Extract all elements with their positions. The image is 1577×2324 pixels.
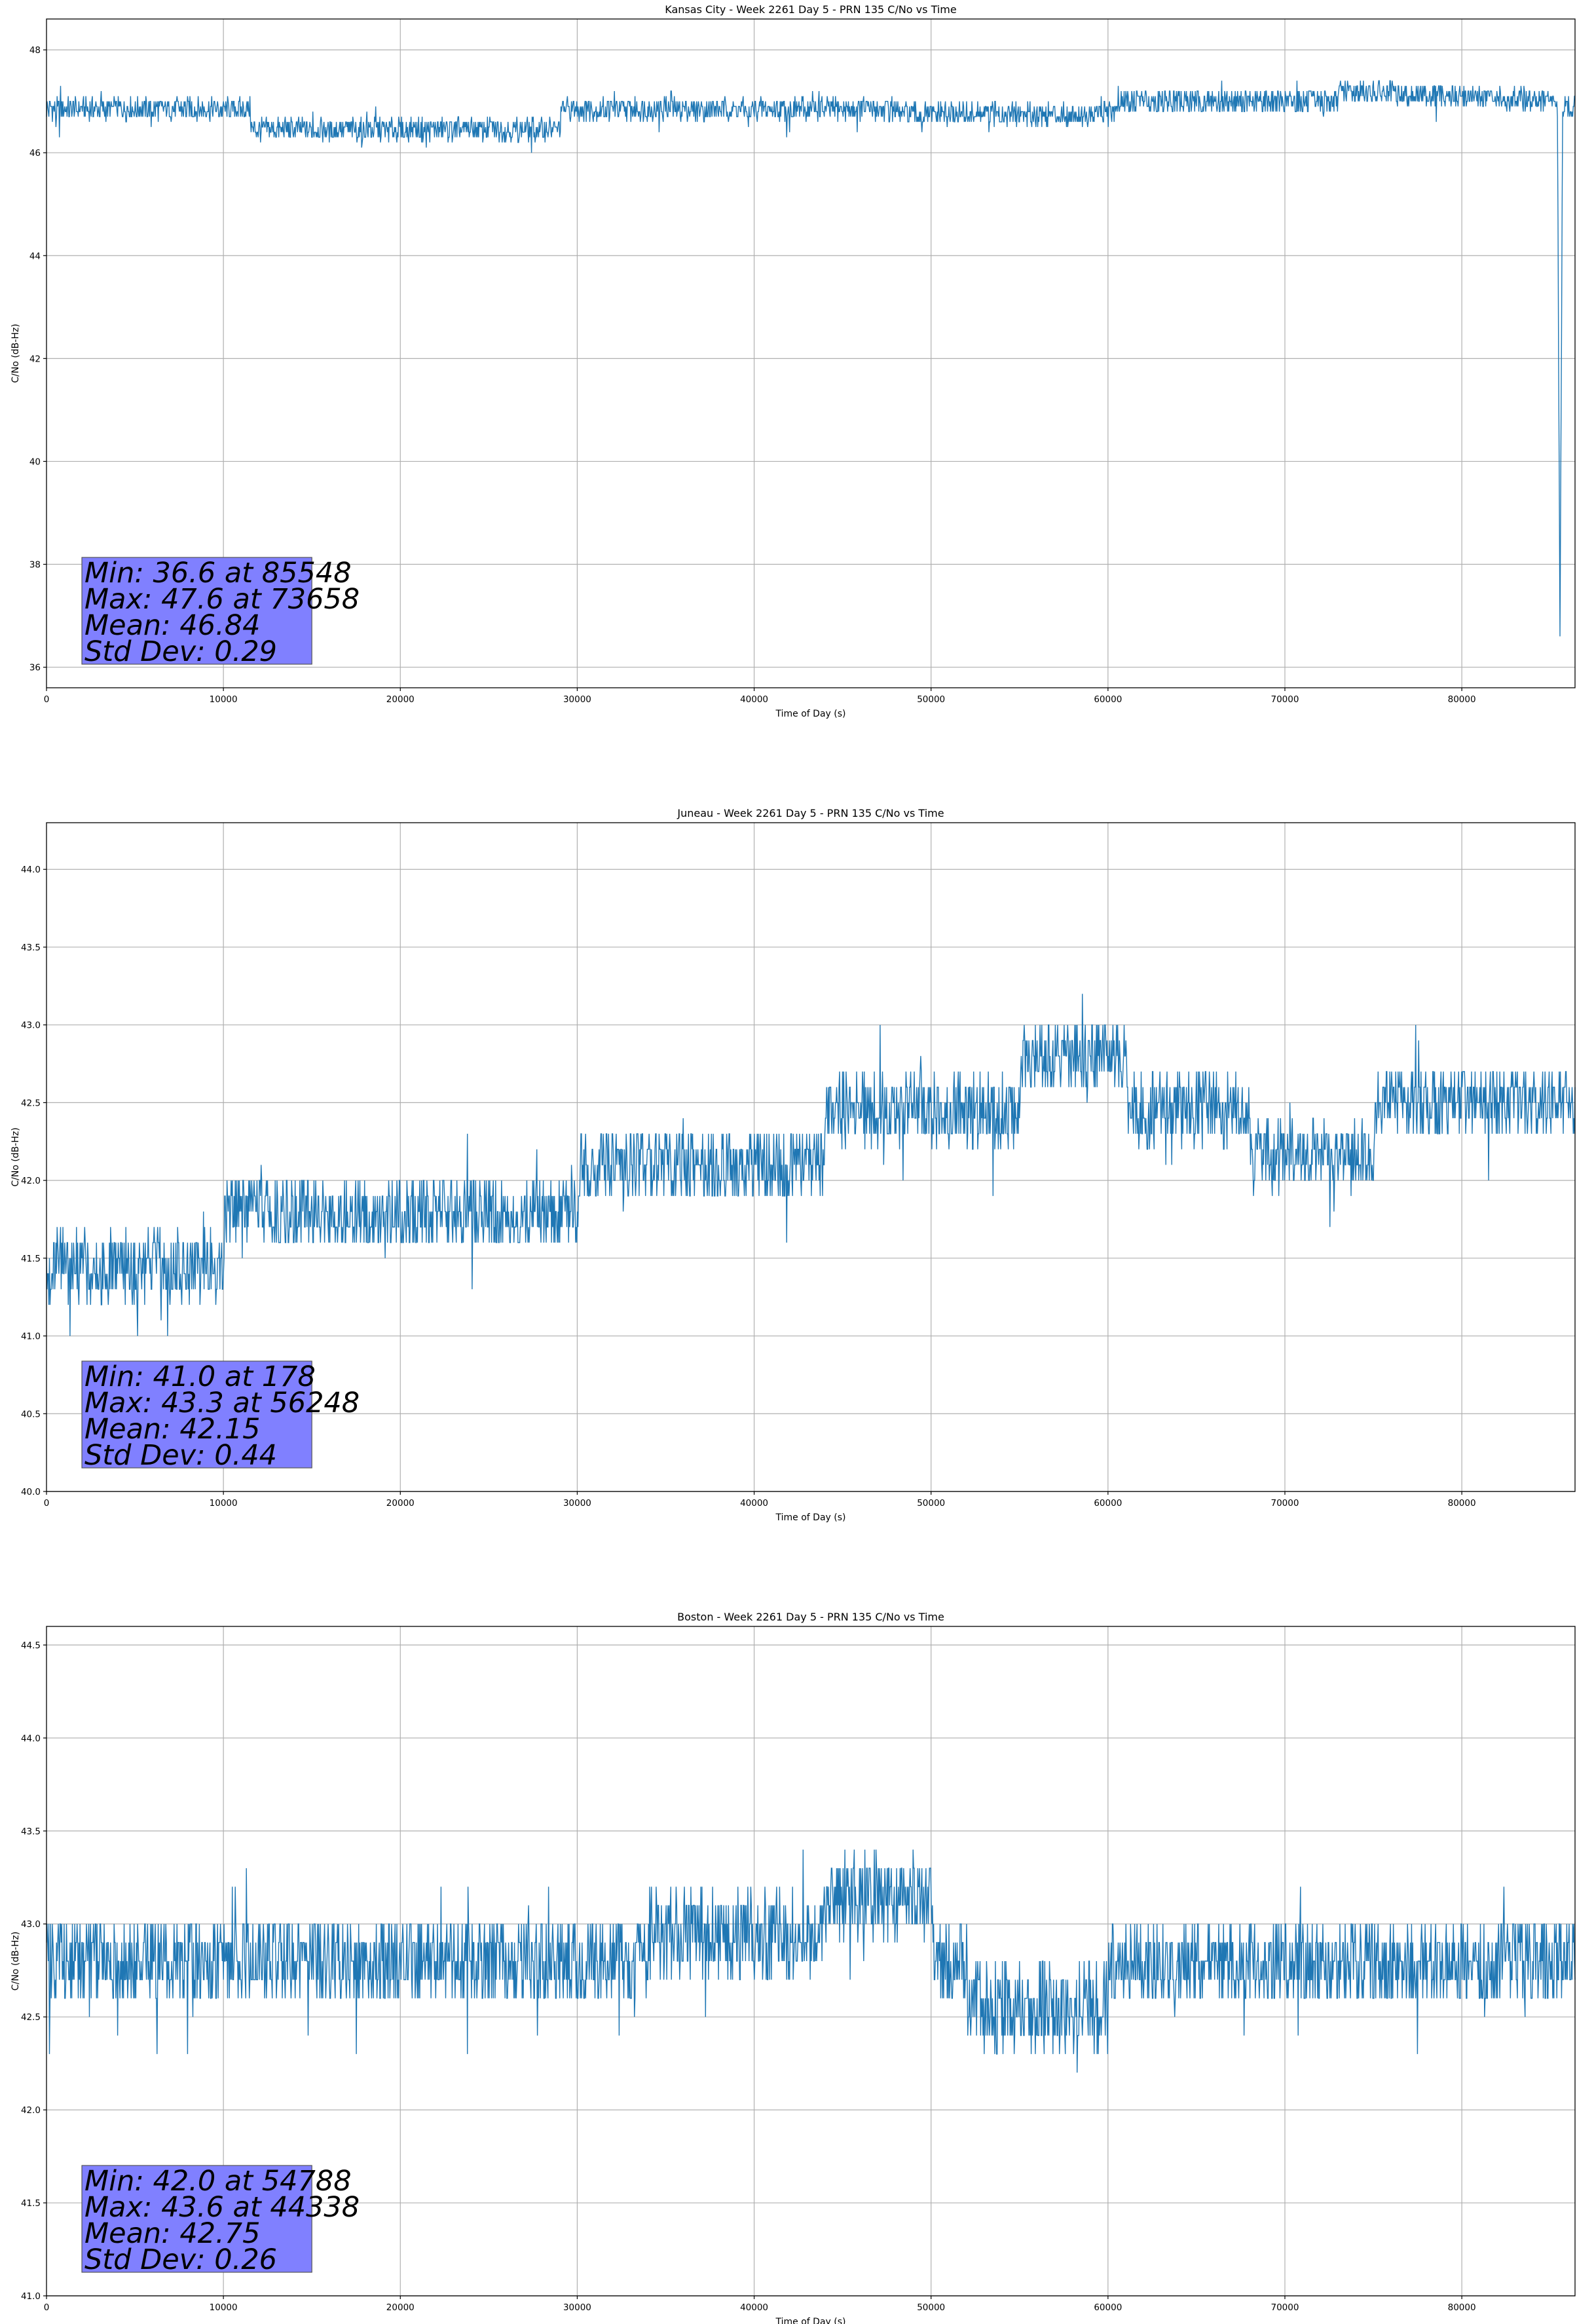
chart-1-xtick-label-8: 80000 xyxy=(1448,1498,1476,1509)
chart-0-xtick-label-0: 0 xyxy=(44,694,50,705)
chart-2-ytick-label-6: 44.0 xyxy=(21,1733,41,1744)
chart-2-xtick-label-0: 0 xyxy=(44,2302,50,2313)
chart-1-stats-line-3: Std Dev: 0.44 xyxy=(84,1439,277,1472)
chart-1-xtick-label-6: 60000 xyxy=(1094,1498,1122,1509)
chart-1-xtick-label-1: 10000 xyxy=(210,1498,238,1509)
chart-0-xlabel: Time of Day (s) xyxy=(775,709,846,719)
chart-0-xtick-label-4: 40000 xyxy=(740,694,768,705)
chart-0-ytick-label-2: 40 xyxy=(29,457,41,467)
chart-2-xtick-label-7: 70000 xyxy=(1271,2302,1299,2313)
chart-1-xtick-label-3: 30000 xyxy=(563,1498,591,1509)
chart-0-ylabel: C/No (dB-Hz) xyxy=(10,324,21,383)
chart-2-xtick-label-3: 30000 xyxy=(563,2302,591,2313)
chart-2-ytick-label-5: 43.5 xyxy=(21,1826,41,1837)
chart-0-stats-line-1: Max: 47.6 at 73658 xyxy=(84,583,360,616)
chart-1-stats-line-1: Max: 43.3 at 56248 xyxy=(84,1387,360,1419)
chart-2-stats-line-0: Min: 42.0 at 54788 xyxy=(84,2165,352,2198)
chart-0-stats-line-2: Mean: 46.84 xyxy=(84,609,260,642)
chart-0-xtick-label-5: 50000 xyxy=(917,694,945,705)
chart-1-xtick-label-2: 20000 xyxy=(386,1498,415,1509)
chart-1-ytick-label-8: 44.0 xyxy=(21,865,41,875)
chart-0-ytick-label-5: 46 xyxy=(29,148,41,159)
chart-0-xtick-label-3: 30000 xyxy=(563,694,591,705)
chart-0-frame xyxy=(46,18,1576,688)
chart-1-stats-line-0: Min: 41.0 at 178 xyxy=(84,1360,316,1393)
chart-1-ytick-label-7: 43.5 xyxy=(21,943,41,953)
chart-2-series-line xyxy=(46,1849,1576,2073)
chart-2-title: Boston - Week 2261 Day 5 - PRN 135 C/No … xyxy=(677,1611,944,1623)
chart-2-ytick-label-2: 42.0 xyxy=(21,2105,41,2116)
chart-2-stats-line-2: Mean: 42.75 xyxy=(84,2217,260,2250)
chart-1-xtick-label-0: 0 xyxy=(44,1498,50,1509)
chart-0-stats-line-3: Std Dev: 0.29 xyxy=(84,635,277,668)
chart-2-xtick-label-6: 60000 xyxy=(1094,2302,1122,2313)
chart-0-xtick-label-8: 80000 xyxy=(1448,694,1476,705)
chart-2-frame xyxy=(46,1626,1576,2296)
chart-1-ytick-label-6: 43.0 xyxy=(21,1021,41,1031)
chart-1-xlabel: Time of Day (s) xyxy=(775,1512,846,1523)
chart-0-ytick-label-1: 38 xyxy=(29,560,41,571)
chart-1-stats-line-2: Mean: 42.15 xyxy=(84,1413,260,1446)
chart-2-stats-line-3: Std Dev: 0.26 xyxy=(84,2243,277,2276)
chart-1-ytick-label-5: 42.5 xyxy=(21,1098,41,1108)
chart-1-stats-box xyxy=(81,1360,312,1469)
chart-2: 0 10000 20000 30000 40000 50000 60000 70000 8000… xyxy=(10,1611,1576,2324)
chart-0: 0 10000 20000 30000 40000 50000 60000 70000 8000… xyxy=(10,3,1576,719)
chart-1-ytick-label-3: 41.5 xyxy=(21,1254,41,1264)
chart-2-ytick-label-3: 42.5 xyxy=(21,2012,41,2023)
chart-0-xtick-label-7: 70000 xyxy=(1271,694,1299,705)
chart-1-xtick-label-4: 40000 xyxy=(740,1498,768,1509)
chart-2-xlabel: Time of Day (s) xyxy=(775,2317,846,2324)
chart-1-series-line xyxy=(46,994,1576,1336)
chart-2-ytick-label-7: 44.5 xyxy=(21,1640,41,1651)
chart-2-xtick-label-1: 10000 xyxy=(210,2302,238,2313)
chart-0-ytick-label-6: 48 xyxy=(29,45,41,56)
chart-0-title: Kansas City - Week 2261 Day 5 - PRN 135 … xyxy=(665,3,956,16)
chart-1-frame xyxy=(46,822,1576,1492)
chart-1-xtick-label-7: 70000 xyxy=(1271,1498,1299,1509)
chart-0-xtick-label-6: 60000 xyxy=(1094,694,1122,705)
chart-0-stats-line-0: Min: 36.6 at 85548 xyxy=(84,557,352,590)
chart-1-ytick-label-2: 41.0 xyxy=(21,1332,41,1342)
chart-0-xtick-label-1: 10000 xyxy=(210,694,238,705)
chart-1-ytick-label-1: 40.5 xyxy=(21,1409,41,1419)
chart-2-ytick-label-0: 41.0 xyxy=(21,2291,41,2302)
chart-2-xtick-label-4: 40000 xyxy=(740,2302,768,2313)
chart-2-xtick-label-8: 80000 xyxy=(1448,2302,1476,2313)
chart-1-ytick-label-4: 42.0 xyxy=(21,1176,41,1186)
chart-2-ylabel: C/No (dB-Hz) xyxy=(10,1932,21,1991)
chart-2-ytick-label-1: 41.5 xyxy=(21,2198,41,2209)
chart-1-title: Juneau - Week 2261 Day 5 - PRN 135 C/No … xyxy=(677,807,944,819)
chart-1-ytick-label-0: 40.0 xyxy=(21,1487,41,1497)
chart-2-ytick-label-4: 43.0 xyxy=(21,1919,41,1930)
chart-1-xtick-label-5: 50000 xyxy=(917,1498,945,1509)
chart-0-stats-box xyxy=(81,557,312,665)
chart-1: 0 10000 20000 30000 40000 50000 60000 70000 8000… xyxy=(10,807,1576,1523)
chart-2-stats-box xyxy=(81,2165,312,2273)
chart-0-ytick-label-3: 42 xyxy=(29,354,41,364)
chart-0-ytick-label-0: 36 xyxy=(29,663,41,673)
chart-0-series-line xyxy=(46,80,1575,637)
chart-0-ytick-label-4: 44 xyxy=(29,251,41,261)
chart-0-xtick-label-2: 20000 xyxy=(386,694,415,705)
chart-2-xtick-label-5: 50000 xyxy=(917,2302,945,2313)
chart-2-xtick-label-2: 20000 xyxy=(386,2302,415,2313)
chart-2-stats-line-1: Max: 43.6 at 44338 xyxy=(84,2191,360,2224)
chart-1-ylabel: C/No (dB-Hz) xyxy=(10,1127,21,1186)
